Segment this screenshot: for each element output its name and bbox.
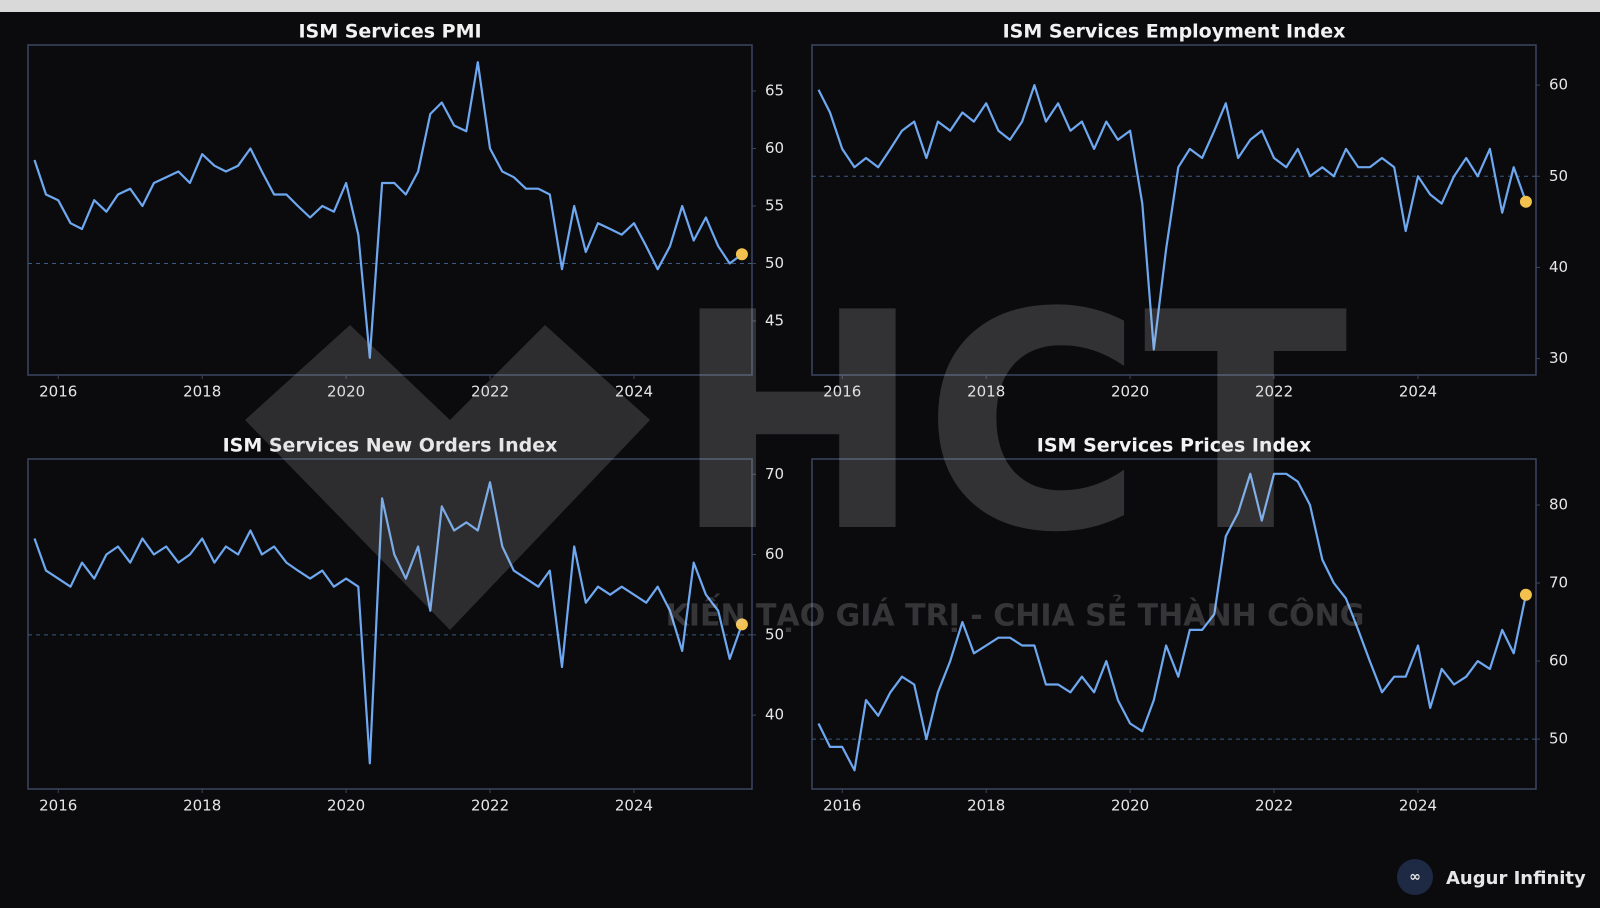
y-tick-label: 50 (1549, 730, 1568, 748)
brand-name: Augur Infinity (1446, 868, 1586, 889)
x-tick-label: 2018 (183, 383, 221, 401)
last-point (1519, 195, 1532, 208)
y-tick-label: 70 (1549, 574, 1568, 592)
y-tick-label: 50 (1549, 167, 1568, 185)
x-tick-label: 2016 (823, 797, 861, 815)
y-tick-label: 55 (765, 196, 784, 214)
x-tick-label: 2018 (967, 797, 1005, 815)
y-tick-label: 40 (1549, 258, 1568, 276)
y-tick-label: 40 (765, 706, 784, 724)
y-tick-label: 65 (765, 81, 784, 99)
y-tick-label: 45 (765, 311, 784, 329)
brand-icon-glyph: ∞ (1409, 869, 1421, 885)
last-point (735, 618, 748, 631)
plot-frame (811, 458, 1537, 790)
y-tick-label: 60 (765, 139, 784, 157)
x-tick-label: 2016 (39, 797, 77, 815)
plot-frame (27, 458, 753, 790)
last-point (1519, 588, 1532, 601)
series-line (817, 472, 1527, 772)
x-tick-label: 2018 (967, 383, 1005, 401)
x-tick-label: 2022 (1255, 797, 1293, 815)
watermark: HCT KIẾN TẠO GIÁ TRỊ - CHIA SẺ THÀNH CÔN… (245, 249, 1365, 634)
x-tick-label: 2022 (471, 797, 509, 815)
x-tick-label: 2016 (823, 383, 861, 401)
series-line (33, 481, 743, 765)
y-tick-label: 70 (765, 465, 784, 483)
chart-title: ISM Services PMI (298, 21, 481, 43)
chart-title: ISM Services Employment Index (1003, 21, 1346, 43)
x-tick-label: 2024 (615, 383, 653, 401)
watermark-slogan: KIẾN TẠO GIÁ TRỊ - CHIA SẺ THÀNH CÔNG (666, 594, 1365, 634)
y-tick-label: 80 (1549, 496, 1568, 514)
chart-title: ISM Services Prices Index (1037, 435, 1311, 457)
x-tick-label: 2020 (1111, 383, 1149, 401)
x-tick-label: 2020 (327, 383, 365, 401)
y-tick-label: 30 (1549, 349, 1568, 367)
watermark-diamond (245, 325, 650, 630)
x-tick-label: 2024 (1399, 383, 1437, 401)
x-tick-label: 2018 (183, 797, 221, 815)
top-strip (0, 0, 1600, 12)
x-tick-label: 2024 (615, 797, 653, 815)
chart-title: ISM Services New Orders Index (223, 435, 558, 457)
x-tick-label: 2020 (1111, 797, 1149, 815)
watermark-logo: HCT (672, 249, 1349, 598)
x-tick-label: 2022 (1255, 383, 1293, 401)
y-tick-label: 50 (765, 254, 784, 272)
y-tick-label: 60 (765, 545, 784, 563)
x-tick-label: 2016 (39, 383, 77, 401)
x-tick-label: 2022 (471, 383, 509, 401)
x-tick-label: 2020 (327, 797, 365, 815)
y-tick-label: 60 (1549, 652, 1568, 670)
x-tick-label: 2024 (1399, 797, 1437, 815)
series-line (817, 84, 1527, 351)
brand-icon (1397, 859, 1433, 895)
y-tick-label: 60 (1549, 76, 1568, 94)
series-line (33, 61, 743, 359)
plot-frame (27, 44, 753, 376)
last-point (735, 248, 748, 261)
plot-frame (811, 44, 1537, 376)
y-tick-label: 50 (765, 625, 784, 643)
